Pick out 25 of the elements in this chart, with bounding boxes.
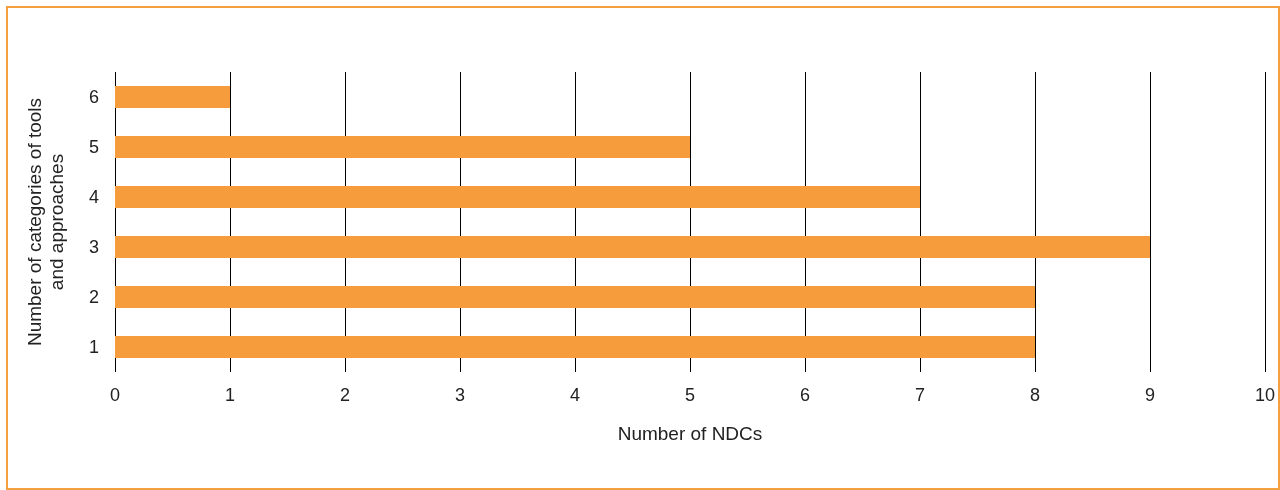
x-tick-label: 5: [684, 385, 696, 405]
y-tick-label: 1: [88, 337, 99, 357]
bar: [115, 86, 230, 108]
bar: [115, 186, 920, 208]
bar: [115, 236, 1150, 258]
x-tick-label: 2: [339, 385, 351, 405]
y-tick-label: 2: [88, 287, 99, 307]
x-tick-label: 7: [914, 385, 926, 405]
y-axis-title: Number of categories of tools and approaches: [23, 97, 67, 347]
x-axis-title: Number of NDCs: [617, 423, 763, 444]
x-tick-label: 1: [224, 385, 236, 405]
x-tick-label: 0: [109, 385, 121, 405]
y-tick-label: 4: [88, 187, 99, 207]
x-tick-label: 10: [1254, 385, 1276, 405]
bar: [115, 336, 1035, 358]
y-tick-label: 3: [88, 237, 99, 257]
bar: [115, 136, 690, 158]
y-tick-label: 6: [88, 87, 99, 107]
x-tick-label: 3: [454, 385, 466, 405]
y-tick-label: 5: [88, 137, 99, 157]
x-tick-label: 9: [1144, 385, 1156, 405]
bar: [115, 286, 1035, 308]
x-tick-label: 4: [569, 385, 581, 405]
x-tick-label: 8: [1029, 385, 1041, 405]
x-tick-label: 6: [799, 385, 811, 405]
